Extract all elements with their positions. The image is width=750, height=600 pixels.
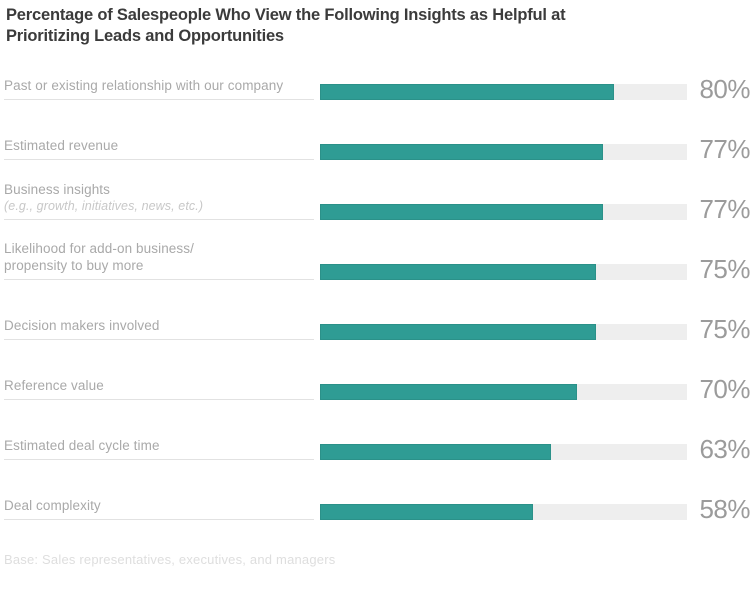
- bar-track: [319, 504, 688, 520]
- chart-title-line1: Percentage of Salespeople Who View the F…: [6, 6, 566, 24]
- bar-track: [319, 384, 688, 400]
- row-label-area: Likelihood for add-on business/ propensi…: [4, 240, 314, 280]
- chart-row: Past or existing relationship with our c…: [4, 40, 750, 104]
- row-label-area: Estimated deal cycle time: [4, 437, 314, 460]
- row-value: 80%: [699, 74, 750, 104]
- bar-fill: [319, 444, 552, 460]
- bar-fill: [319, 504, 534, 520]
- row-value: 75%: [699, 314, 750, 344]
- base-note: Base: Sales representatives, executives,…: [4, 552, 336, 567]
- chart-row: Estimated deal cycle time 63%: [4, 400, 750, 464]
- chart-title: Percentage of Salespeople Who View the F…: [6, 5, 742, 47]
- chart-row: Likelihood for add-on business/ propensi…: [4, 220, 750, 284]
- row-label: Reference value: [4, 378, 104, 393]
- bar-chart: Past or existing relationship with our c…: [4, 40, 750, 524]
- chart-row: Business insights (e.g., growth, initiat…: [4, 160, 750, 224]
- bar-fill: [319, 264, 596, 280]
- row-sublabel: (e.g., growth, initiatives, news, etc.): [4, 199, 204, 213]
- row-value: 75%: [699, 254, 750, 284]
- bar-track: [319, 444, 688, 460]
- row-label-area: Reference value: [4, 377, 314, 400]
- row-label-area: Decision makers involved: [4, 317, 314, 340]
- bar-fill: [319, 144, 603, 160]
- bar-fill: [319, 324, 596, 340]
- row-label-line2: propensity to buy more: [4, 258, 144, 273]
- chart-row: Decision makers involved 75%: [4, 280, 750, 344]
- bar-track: [319, 204, 688, 220]
- row-value: 58%: [699, 494, 750, 524]
- bar-fill: [319, 84, 614, 100]
- bar-track: [319, 324, 688, 340]
- bar-track: [319, 84, 688, 100]
- chart-title-line2: Prioritizing Leads and Opportunities: [6, 27, 284, 45]
- row-label: Past or existing relationship with our c…: [4, 78, 284, 93]
- row-label-area: Past or existing relationship with our c…: [4, 77, 314, 100]
- row-label: Decision makers involved: [4, 318, 160, 333]
- row-value: 70%: [699, 374, 750, 404]
- bar-fill: [319, 384, 578, 400]
- row-label-area: Business insights (e.g., growth, initiat…: [4, 181, 314, 220]
- chart-row: Reference value 70%: [4, 340, 750, 404]
- row-label: Estimated revenue: [4, 138, 119, 153]
- bar-track: [319, 264, 688, 280]
- row-label: Estimated deal cycle time: [4, 438, 160, 453]
- chart-row: Estimated revenue 77%: [4, 100, 750, 164]
- bar-fill: [319, 204, 603, 220]
- chart-row: Deal complexity 58%: [4, 460, 750, 524]
- row-label: Deal complexity: [4, 498, 101, 513]
- row-value: 77%: [699, 194, 750, 224]
- row-label-area: Deal complexity: [4, 497, 314, 520]
- row-value: 77%: [699, 134, 750, 164]
- row-label: Business insights: [4, 182, 111, 197]
- row-value: 63%: [699, 434, 750, 464]
- row-label-area: Estimated revenue: [4, 137, 314, 160]
- row-label: Likelihood for add-on business/: [4, 241, 194, 256]
- bar-track: [319, 144, 688, 160]
